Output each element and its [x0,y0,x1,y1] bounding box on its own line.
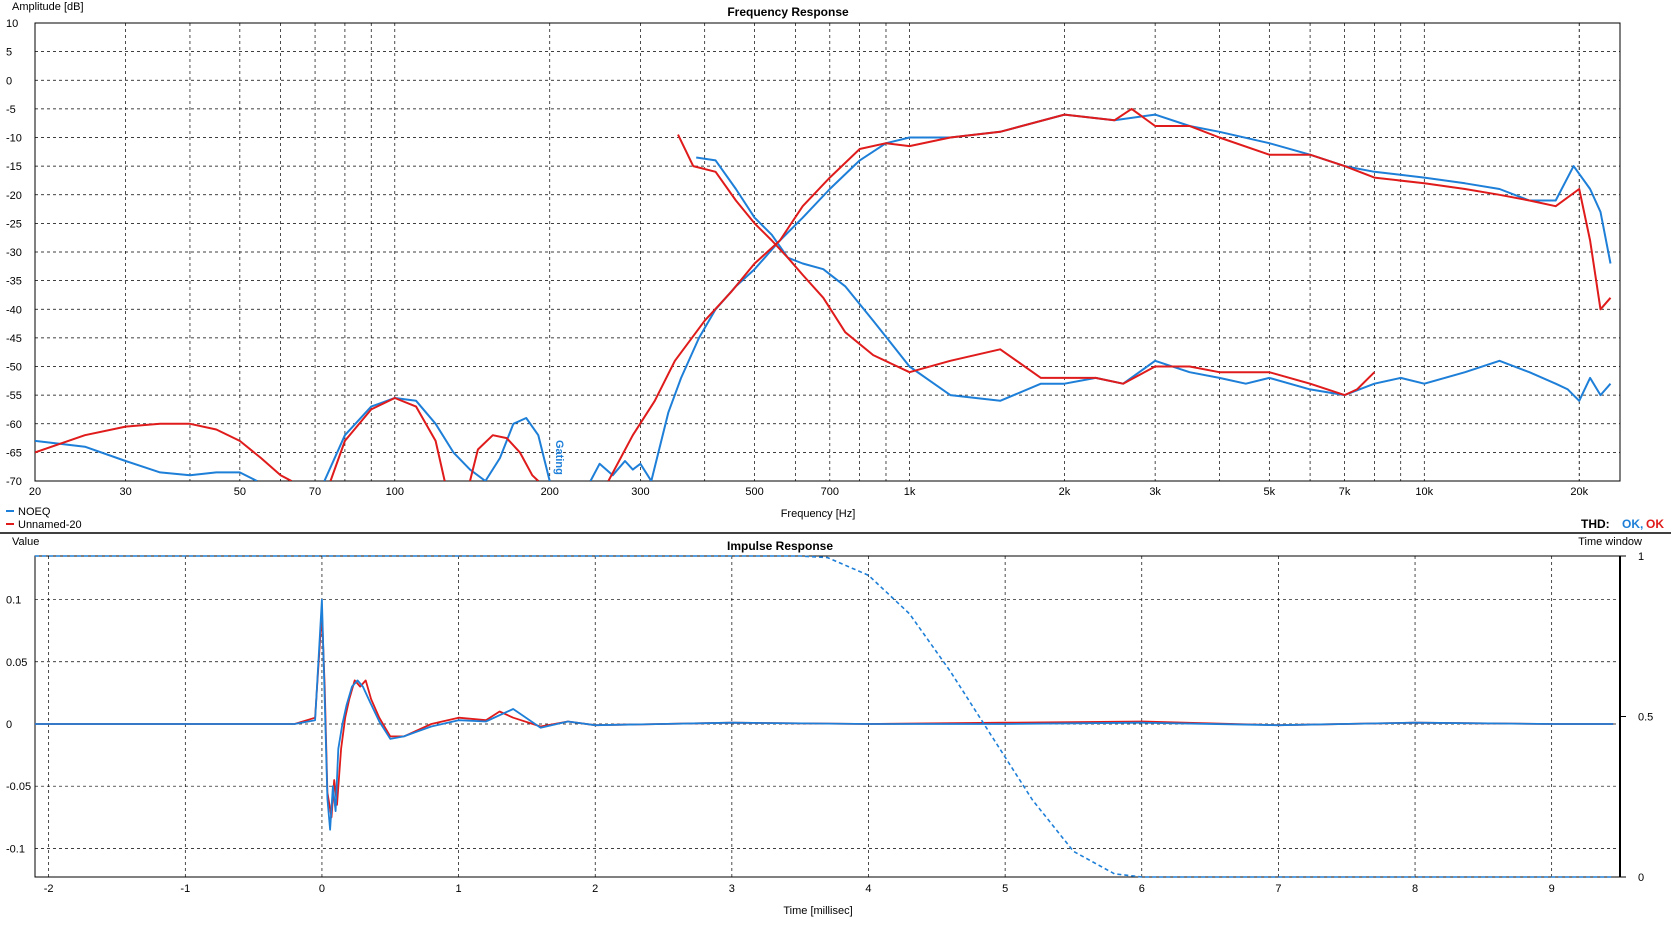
ir-ytick-label: 0 [6,719,12,731]
ir-tick-labels: -2 -1 0 1 2 3 4 5 6 7 8 9 0.1 0.05 0 -0.05 -0.1 1 0.5 0 [6,551,1653,895]
fr-ytick-label: -25 [6,218,22,230]
ir-xtick-label: 2 [592,883,598,895]
fr-xlabel: Frequency [Hz] [781,508,856,520]
ir-xtick-label: -1 [180,883,190,895]
fr-xtick-label: 200 [541,486,559,498]
fr-ytick-label: -35 [6,276,22,288]
legend: NOEQ Unnamed-20 [6,506,82,531]
fr-xtick-label: 500 [745,486,763,498]
gating-annotation: Gating [553,440,565,475]
fr-ytick-label: -55 [6,390,22,402]
fr-ytick-label: -40 [6,304,22,316]
legend-label-unnamed: Unnamed-20 [18,519,82,531]
ir-xtick-label: 3 [729,883,735,895]
ir-xtick-label: 8 [1412,883,1418,895]
fr-xtick-label: 30 [120,486,132,498]
fr-series [35,107,1612,481]
thd-ok-red: OK [1646,517,1664,531]
fr-xtick-label: 10k [1415,486,1433,498]
ir-y2label: Time window [1578,536,1642,548]
fr-ytick-label: -45 [6,333,22,345]
fr-ytick-label: 0 [6,75,12,87]
ir-ytick-label: -0.05 [6,781,31,793]
fr-series-noeq-woofer-low [35,439,258,481]
ir-xtick-label: -2 [44,883,54,895]
fr-series-noeq-woofer-low [323,397,551,481]
fr-xtick-label: 100 [386,486,404,498]
thd-status: THD: OK, OK [1581,517,1664,531]
ir-grid [34,555,1626,878]
fr-xtick-label: 50 [234,486,246,498]
impulse-response-chart: Value Impulse Response Time window -2 -1 0… [6,536,1653,917]
fr-series-unnamed-20-tweeter [677,134,1376,397]
ir-xtick-label: 6 [1139,883,1145,895]
fr-ytick-label: 10 [6,18,18,30]
fr-xtick-label: 700 [821,486,839,498]
fr-tick-labels: 1050-5-10-15-20-25-30-35-40-45-50-55-60-… [6,18,1589,498]
fr-ytick-label: -30 [6,247,22,259]
ir-xtick-label: 7 [1275,883,1281,895]
ir-title: Impulse Response [727,539,833,553]
fr-xtick-label: 1k [904,486,916,498]
legend-label-noeq: NOEQ [18,506,51,518]
fr-ytick-label: -60 [6,419,22,431]
ir-ylabel: Value [12,536,39,548]
fr-xtick-label: 5k [1264,486,1276,498]
thd-label: THD: [1581,517,1610,531]
fr-xtick-label: 20 [29,486,41,498]
ir-xtick-label: 0 [319,883,325,895]
fr-ytick-label: -5 [6,104,16,116]
fr-xtick-label: 3k [1149,486,1161,498]
ir-ytick-label: -0.1 [6,843,25,855]
fr-xtick-label: 7k [1339,486,1351,498]
fr-title: Frequency Response [727,5,849,19]
ir-y2tick-label: 1 [1638,551,1644,563]
ir-ytick-label: 0.1 [6,595,21,607]
fr-series-noeq-woofer-low [589,460,653,481]
frequency-response-chart: Amplitude [dB] Frequency Response 1050-5… [6,1,1664,531]
fr-series-noeq-tweeter [696,156,1612,402]
ir-series-time-window [35,555,1614,878]
fr-ytick-label: -15 [6,161,22,173]
fr-ytick-label: 5 [6,47,12,59]
ir-y2tick-label: 0.5 [1638,712,1653,724]
ir-xlabel: Time [millisec] [783,905,852,917]
ir-xtick-label: 9 [1549,883,1555,895]
ir-series [35,555,1614,878]
fr-grid [34,22,1621,482]
fr-ytick-label: -20 [6,190,22,202]
fr-ytick-label: -10 [6,133,22,145]
ir-xtick-label: 5 [1002,883,1008,895]
ir-series-noeq [35,598,1614,831]
fr-series-unnamed-20-woofer-low [329,397,446,481]
fr-ytick-label: -65 [6,447,22,459]
ir-plot-frame [34,555,1621,878]
fr-ytick-label: -70 [6,476,22,488]
fr-xtick-label: 2k [1059,486,1071,498]
ir-y2tick-label: 0 [1638,872,1644,884]
ir-xtick-label: 1 [456,883,462,895]
ir-xtick-label: 4 [865,883,871,895]
fr-xtick-label: 300 [631,486,649,498]
fr-xtick-label: 20k [1570,486,1588,498]
ir-ytick-label: 0.05 [6,657,27,669]
fr-series-unnamed-20-woofer-high [607,107,1612,481]
fr-ytick-label: -50 [6,362,22,374]
fr-series-unnamed-20-woofer-low [469,434,539,481]
thd-ok-blue: OK, [1622,517,1643,531]
fr-series-unnamed-20-woofer-low [35,422,292,481]
fr-ylabel: Amplitude [dB] [12,1,84,13]
fr-xtick-label: 70 [309,486,321,498]
